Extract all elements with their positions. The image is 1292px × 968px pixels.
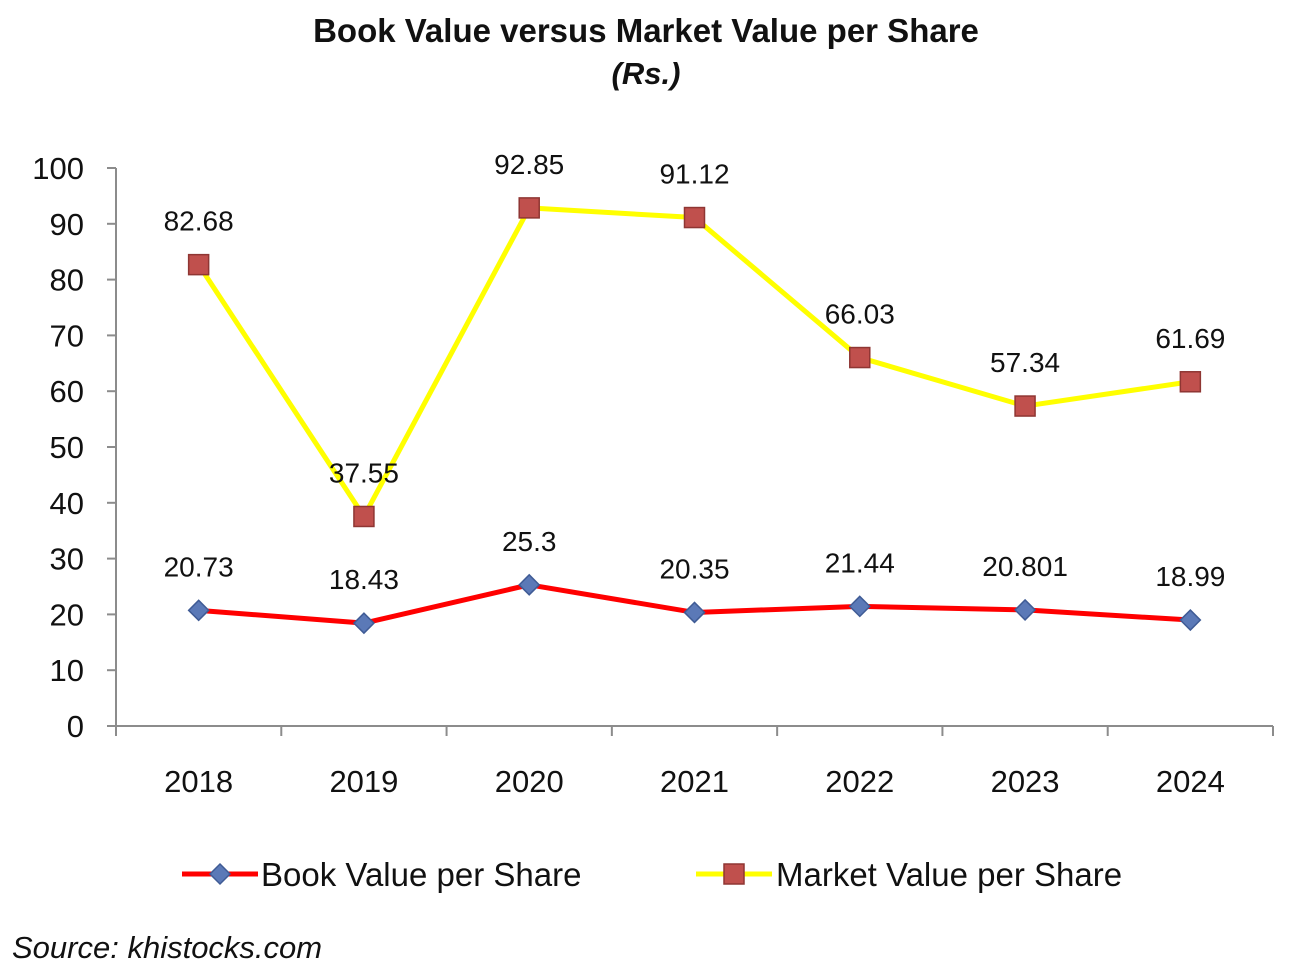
book-value-marker <box>518 573 541 596</box>
data-labels: 20.73 18.43 25.3 20.35 21.44 20.801 18.99 82.68… <box>164 149 1226 595</box>
market-value-data-label: 92.85 <box>494 149 564 180</box>
book-value-data-label: 25.3 <box>502 526 557 557</box>
y-tick-label: 50 <box>50 430 84 465</box>
market-value-marker <box>353 505 375 528</box>
book-value-data-label: 18.99 <box>1155 561 1225 592</box>
book-value-marker <box>187 599 210 622</box>
x-tick-label: 2022 <box>825 764 894 799</box>
y-tick-label: 80 <box>50 263 84 298</box>
market-value-marker <box>1179 371 1202 393</box>
y-tick-label: 100 <box>32 151 84 186</box>
book-value-marker <box>683 601 706 624</box>
x-tick-label: 2018 <box>164 764 233 799</box>
book-value-marker <box>352 612 375 635</box>
market-value-marker <box>1014 395 1036 417</box>
source-note: Source: khistocks.com <box>12 930 322 965</box>
y-tick-label: 20 <box>50 597 84 632</box>
x-tick-label: 2021 <box>660 764 729 799</box>
y-tick-label: 70 <box>50 318 84 353</box>
book-value-marker <box>848 595 871 618</box>
x-tick-label: 2023 <box>991 764 1060 799</box>
legend-marker-market-value <box>723 863 745 885</box>
book-value-data-label: 20.73 <box>164 551 234 582</box>
axes: 0 10 20 30 40 50 60 70 80 90 100 2018 2019 2020 2021 20… <box>32 151 1274 799</box>
y-tick-label: 0 <box>67 709 84 744</box>
x-tick-label: 2019 <box>329 764 398 799</box>
legend: Book Value per Share Market Value per Sha… <box>182 856 1122 893</box>
x-tick-label: 2024 <box>1156 764 1225 799</box>
legend-label-book-value: Book Value per Share <box>261 856 581 893</box>
market-value-marker <box>518 197 540 219</box>
book-value-data-label: 20.801 <box>982 551 1068 582</box>
market-value-data-label: 82.68 <box>164 206 234 237</box>
market-value-marker <box>187 253 210 276</box>
market-value-marker <box>849 346 871 369</box>
market-value-data-label: 37.55 <box>329 457 399 488</box>
series-markers <box>187 197 1202 635</box>
book-value-marker <box>1014 598 1037 621</box>
chart-subtitle: (Rs.) <box>612 56 681 91</box>
y-tick-label: 90 <box>50 207 84 242</box>
y-tick-label: 10 <box>50 653 84 688</box>
legend-label-market-value: Market Value per Share <box>776 856 1122 893</box>
chart-title: Book Value versus Market Value per Share <box>313 12 979 49</box>
market-value-data-label: 66.03 <box>825 299 895 330</box>
market-value-data-label: 91.12 <box>659 159 729 190</box>
y-tick-label: 60 <box>50 374 84 409</box>
y-tick-label: 30 <box>50 542 84 577</box>
book-value-marker <box>1179 608 1202 632</box>
legend-marker-book-value <box>208 862 232 886</box>
x-tick-label: 2020 <box>495 764 564 799</box>
book-value-data-label: 18.43 <box>329 564 399 595</box>
y-tick-label: 40 <box>50 486 84 521</box>
market-value-marker <box>683 206 706 229</box>
market-value-data-label: 61.69 <box>1155 323 1225 354</box>
market-value-data-label: 57.34 <box>990 347 1060 378</box>
book-value-data-label: 21.44 <box>825 547 895 578</box>
book-value-data-label: 20.35 <box>659 553 729 584</box>
